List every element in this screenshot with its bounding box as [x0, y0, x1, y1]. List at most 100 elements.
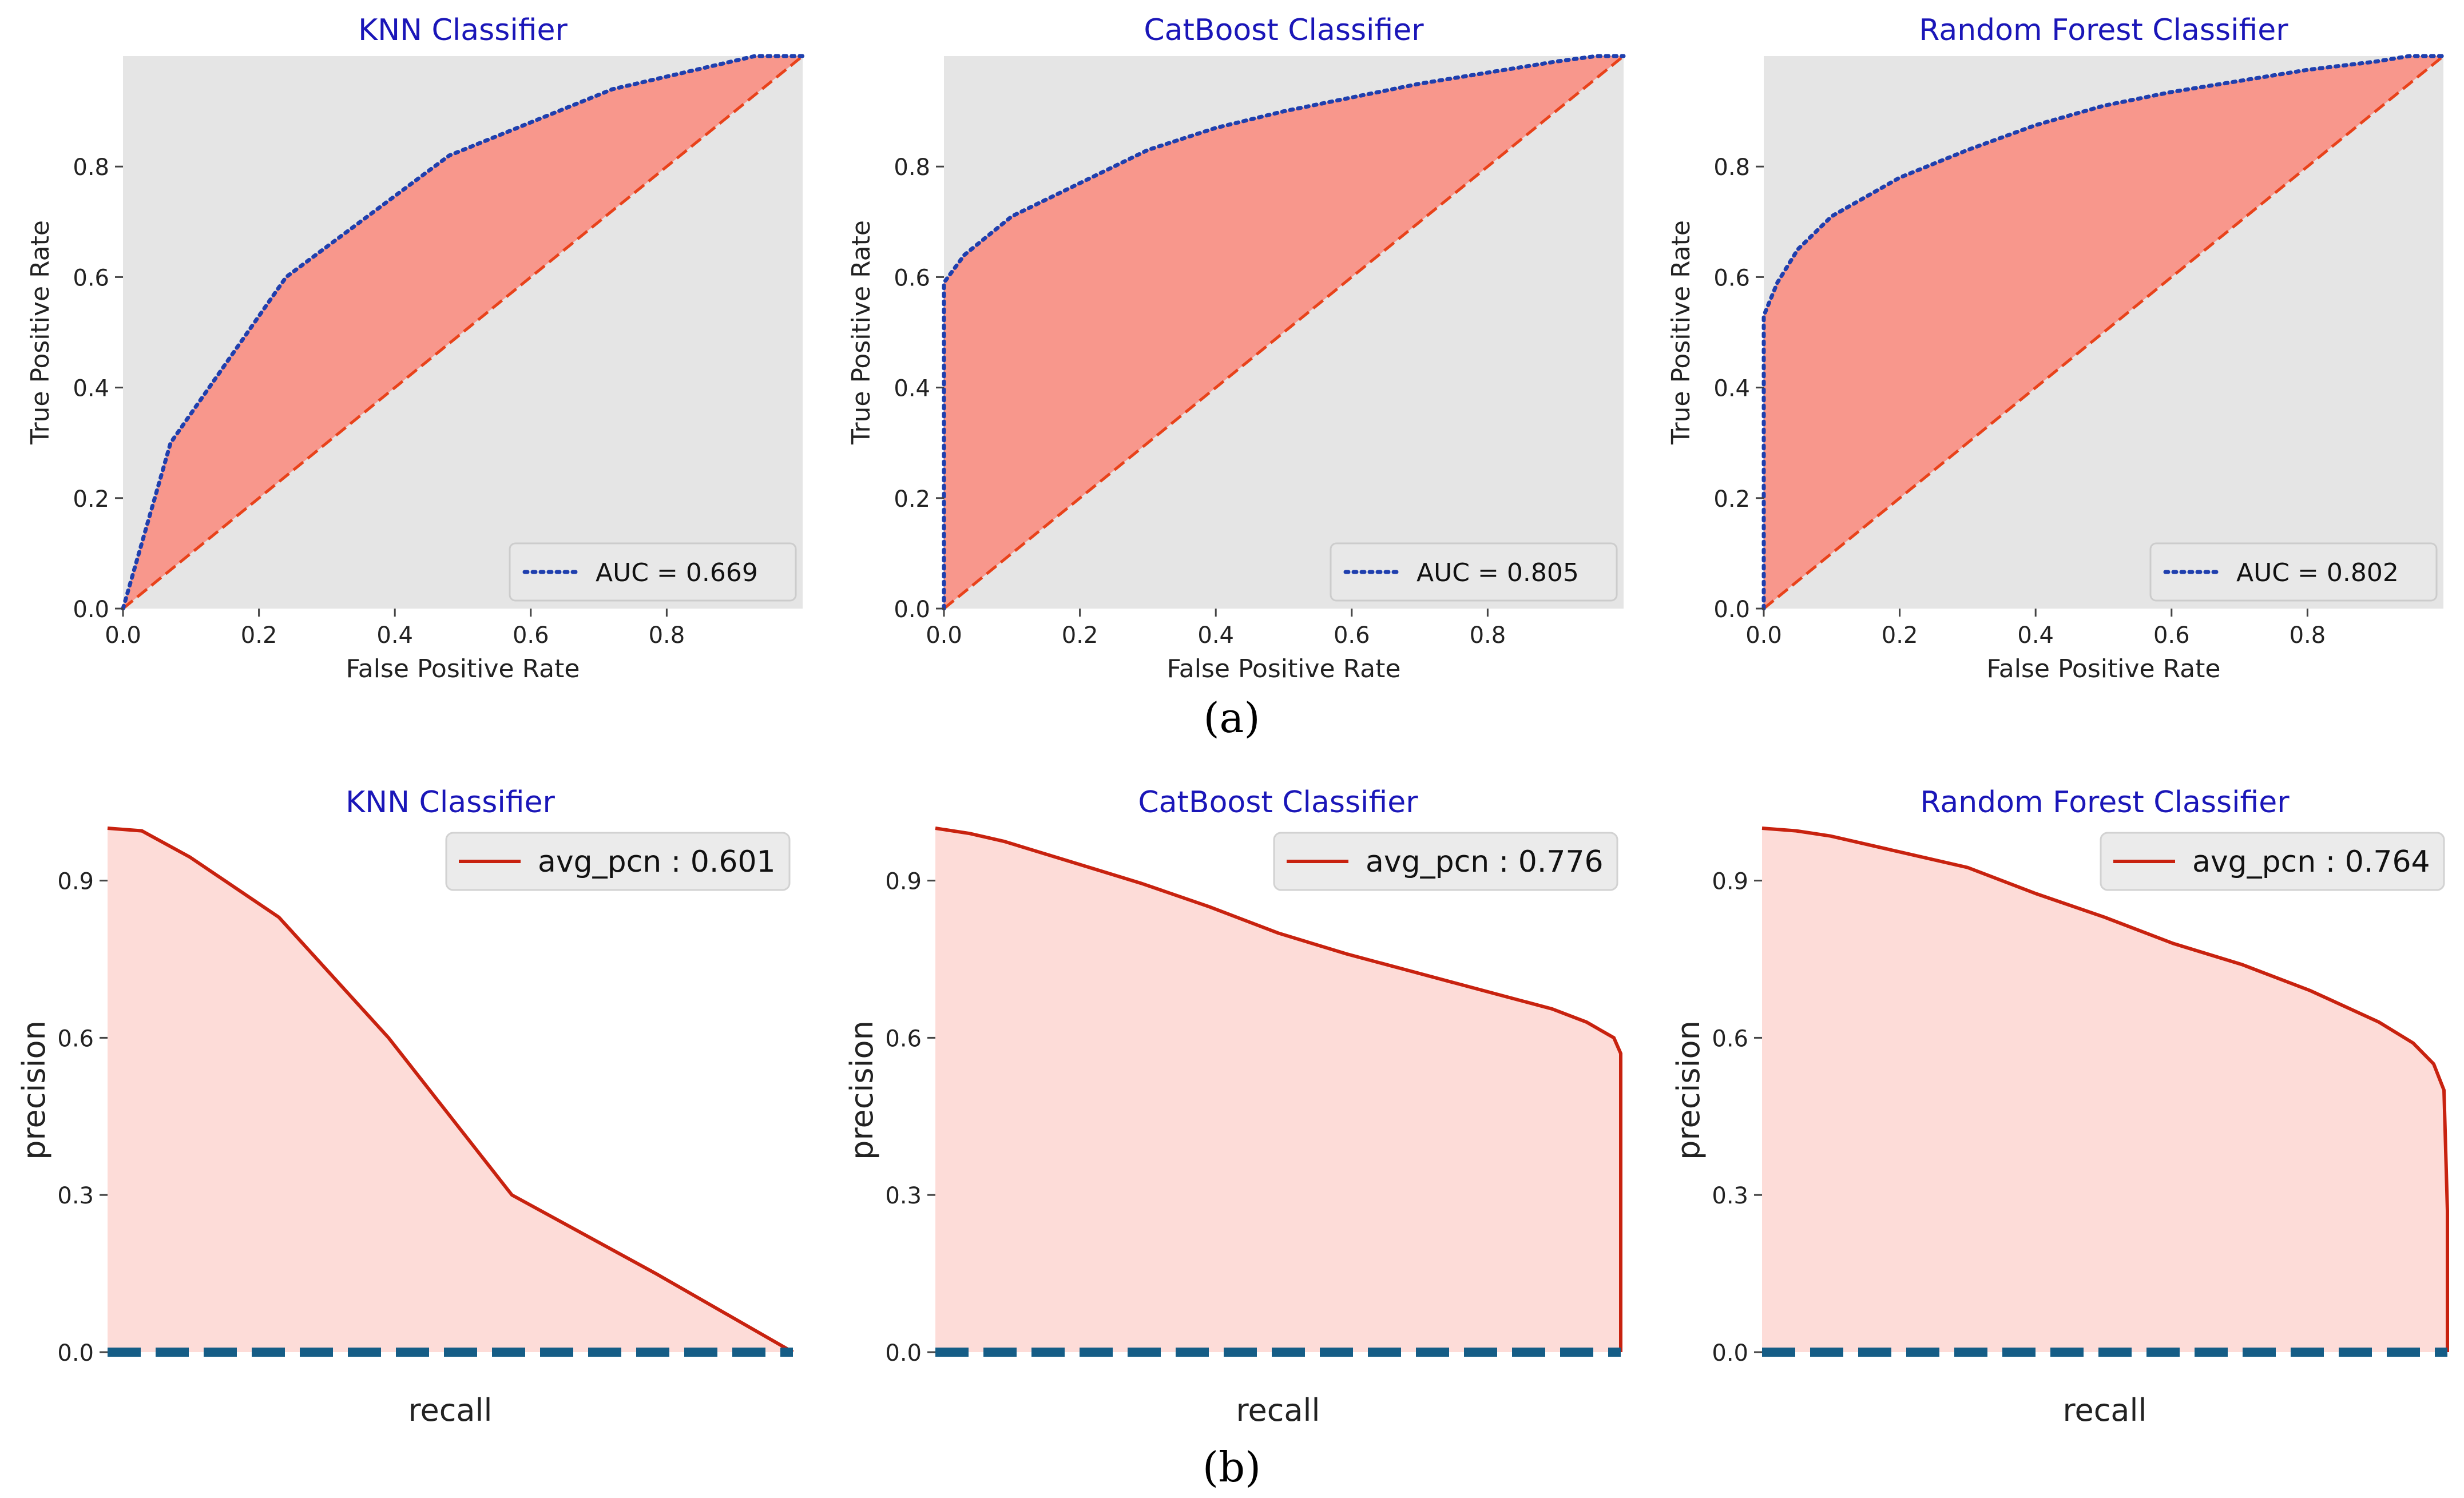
x-tick-label: 0.4	[2017, 622, 2054, 649]
auc-area	[1764, 56, 2443, 609]
y-tick-label: 0.6	[894, 265, 930, 291]
legend-label: avg_pcn : 0.764	[2192, 845, 2430, 879]
roc-curve	[1761, 54, 2446, 611]
y-axis-label: True Positive Rate	[26, 220, 55, 445]
x-tick-label: 0.6	[1334, 622, 1370, 649]
roc-curve	[121, 54, 805, 611]
x-tick-label: 0.0	[1745, 622, 1782, 649]
chart-4: KNN Classifier 0.0 0.3 0.6 0.9 recall precisio…	[16, 785, 794, 1428]
y-tick-label: 0.8	[73, 154, 109, 181]
legend-box	[1330, 542, 1618, 602]
y-tick-label: 0.0	[73, 597, 109, 623]
legend-box	[509, 542, 797, 602]
y-tick-label: 0.8	[894, 154, 930, 181]
chart-title: Random Forest Classifier	[1919, 13, 2288, 47]
pr-curve	[935, 827, 1622, 1352]
auc-area	[944, 56, 1624, 609]
legend: avg_pcn : 0.764	[2100, 832, 2445, 891]
y-tick-label: 0.2	[73, 486, 109, 512]
y-tick-label: 0.0	[57, 1340, 94, 1366]
y-tick-label: 0.4	[73, 376, 109, 402]
y-axis-label: precision	[16, 1020, 52, 1160]
x-tick-label: 0.8	[2290, 622, 2326, 649]
y-tick-label: 0.2	[1713, 486, 1750, 512]
x-axis-label: False Positive Rate	[1167, 654, 1401, 684]
x-tick-label: 0.2	[241, 622, 277, 649]
y-tick-label: 0.3	[885, 1183, 922, 1209]
x-axis-label: False Positive Rate	[346, 654, 580, 684]
chart-6: Random Forest Classifier 0.0 0.3 0.6 0.9 reca…	[1671, 785, 2449, 1428]
y-tick-label: 0.0	[1713, 597, 1750, 623]
chart-title: KNN Classifier	[358, 13, 568, 47]
x-axis-label: recall	[2062, 1392, 2146, 1428]
legend: AUC = 0.805	[1330, 542, 1618, 602]
legend-label: AUC = 0.669	[596, 558, 758, 587]
chart-1: KNN Classifier 0.0 0.2 0.4 0.6 0.8 0.0 0.2 0.4 0.…	[26, 13, 805, 684]
y-tick-label: 0.9	[885, 869, 922, 895]
charts-layer: KNN Classifier 0.0 0.2 0.4 0.6 0.8 0.0 0.2 0.4 0.…	[16, 13, 2449, 1428]
y-tick-label: 0.6	[885, 1026, 922, 1052]
legend-label: AUC = 0.802	[2236, 558, 2399, 587]
chart-title: CatBoost Classifier	[1144, 13, 1424, 47]
pr-area	[1762, 828, 2447, 1352]
legend-label: avg_pcn : 0.601	[538, 845, 776, 879]
legend-label: avg_pcn : 0.776	[1366, 845, 1604, 879]
chart-title: CatBoost Classifier	[1138, 785, 1418, 820]
y-axis-label: True Positive Rate	[1667, 220, 1696, 445]
x-axis-label: False Positive Rate	[1987, 654, 2221, 684]
y-tick-label: 0.9	[1712, 869, 1748, 895]
y-tick-label: 0.6	[1713, 265, 1750, 291]
x-tick-label: 0.4	[1197, 622, 1234, 649]
x-tick-label: 0.4	[376, 622, 413, 649]
legend: avg_pcn : 0.601	[445, 832, 791, 891]
x-tick-label: 0.6	[2153, 622, 2190, 649]
y-tick-label: 0.0	[885, 1340, 922, 1366]
legend: AUC = 0.802	[2149, 542, 2438, 602]
y-tick-label: 0.8	[1713, 154, 1750, 181]
x-tick-label: 0.8	[649, 622, 685, 649]
y-axis-label: precision	[844, 1020, 880, 1160]
y-tick-label: 0.3	[1712, 1183, 1748, 1209]
x-axis-label: recall	[1236, 1392, 1320, 1428]
chart-2: CatBoost Classifier 0.0 0.2 0.4 0.6 0.8 0.0 0.2…	[847, 13, 1626, 684]
legend-box	[2149, 542, 2438, 602]
y-tick-label: 0.9	[57, 869, 94, 895]
x-tick-label: 0.2	[1882, 622, 1918, 649]
pr-curve	[107, 827, 794, 1354]
legend-label: AUC = 0.805	[1416, 558, 1579, 587]
x-axis-label: recall	[408, 1392, 492, 1428]
x-tick-label: 0.6	[513, 622, 549, 649]
x-tick-label: 0.2	[1062, 622, 1098, 649]
x-tick-label: 0.8	[1470, 622, 1506, 649]
y-tick-label: 0.0	[1712, 1340, 1748, 1366]
y-tick-label: 0.3	[57, 1183, 94, 1209]
legend-box	[1273, 832, 1618, 891]
y-tick-label: 0.0	[894, 597, 930, 623]
chart-5: CatBoost Classifier 0.0 0.3 0.6 0.9 recall pre…	[844, 785, 1622, 1428]
pr-curve	[1761, 827, 2449, 1352]
pr-area	[935, 828, 1621, 1352]
chart-title: KNN Classifier	[346, 785, 555, 820]
y-axis-label: precision	[1671, 1020, 1707, 1160]
y-tick-label: 0.2	[894, 486, 930, 512]
legend: AUC = 0.669	[509, 542, 797, 602]
y-tick-label: 0.4	[894, 376, 930, 402]
chart-title: Random Forest Classifier	[1920, 785, 2290, 820]
roc-curve	[942, 54, 1626, 611]
y-tick-label: 0.6	[57, 1026, 94, 1052]
legend-box	[445, 832, 791, 891]
auc-area	[123, 56, 803, 609]
chart-3: Random Forest Classifier 0.0 0.2 0.4 0.6 0.8 0…	[1667, 13, 2446, 684]
panel-label-a: (a)	[1203, 694, 1260, 742]
x-tick-label: 0.0	[105, 622, 141, 649]
y-tick-label: 0.4	[1713, 376, 1750, 402]
legend-box	[2100, 832, 2445, 891]
y-tick-label: 0.6	[73, 265, 109, 291]
y-axis-label: True Positive Rate	[847, 220, 876, 445]
x-tick-label: 0.0	[926, 622, 962, 649]
legend: avg_pcn : 0.776	[1273, 832, 1618, 891]
panel-label-b: (b)	[1203, 1443, 1261, 1491]
pr-area	[108, 828, 793, 1352]
y-tick-label: 0.6	[1712, 1026, 1748, 1052]
